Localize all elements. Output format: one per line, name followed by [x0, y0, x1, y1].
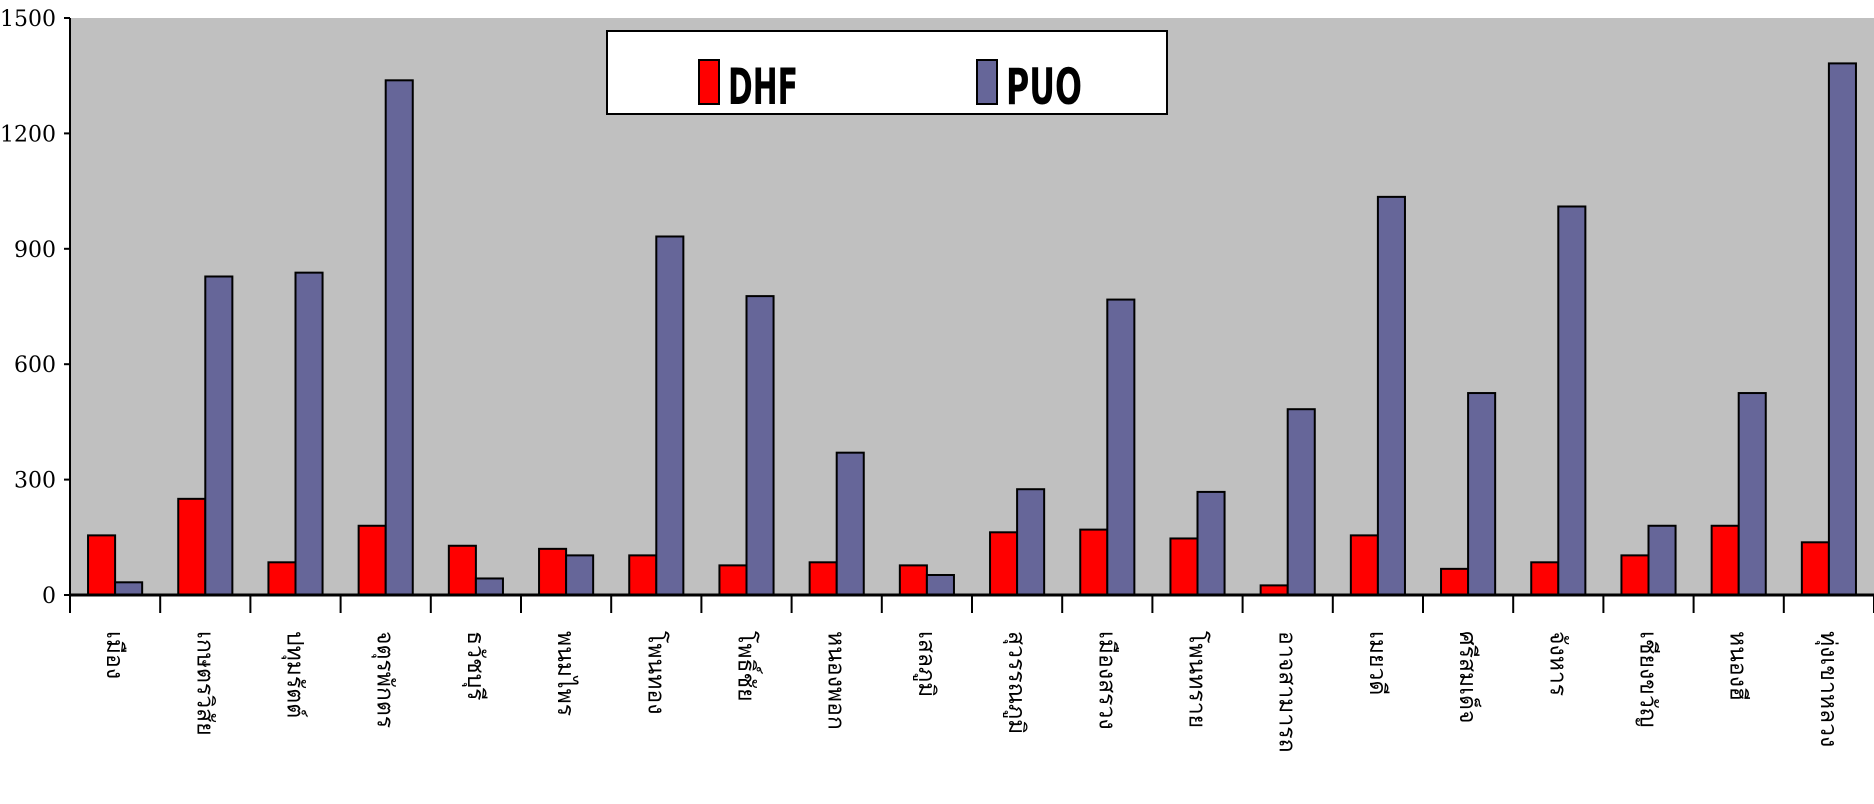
category-label: เกษตรวิสัย — [191, 631, 217, 736]
bar-puo — [745, 295, 775, 596]
bar-puo — [294, 271, 324, 596]
category-label: ธวัชบุรี — [462, 631, 488, 701]
bar-dhf — [1349, 534, 1379, 596]
bar-puo — [114, 581, 144, 597]
bar-dhf — [447, 544, 477, 597]
bar-dhf — [1169, 537, 1199, 596]
category-label: ศรีสมเด็จ — [1454, 631, 1483, 723]
category-label: เชียงขวัญ — [1635, 631, 1661, 727]
y-tick-label: 600 — [14, 353, 56, 378]
category-label: อาจสามารถ — [1274, 631, 1300, 753]
category-label: โพธิ์ชัย — [733, 631, 764, 702]
bar-puo — [204, 275, 234, 596]
category-label: เมืองสรวง — [1093, 631, 1119, 730]
bar-dhf — [267, 561, 297, 597]
category-label: หนองพอก — [823, 631, 849, 730]
category-label: โพนทอง — [642, 631, 669, 714]
legend-label-dhf: DHF — [728, 58, 798, 116]
bar-dhf — [989, 531, 1019, 596]
bar-dhf — [628, 554, 658, 596]
bar-puo — [384, 79, 414, 597]
y-tick-label: 1500 — [0, 7, 56, 32]
category-label: จตุรพักตร — [372, 631, 398, 728]
legend-swatch-puo — [976, 59, 998, 105]
bar-dhf — [1620, 554, 1650, 596]
legend-box — [606, 30, 1168, 115]
legend: DHF PUO — [606, 30, 1168, 116]
y-tick-label: 900 — [14, 238, 56, 263]
bar-puo — [1467, 392, 1497, 596]
bar-puo — [1196, 490, 1226, 596]
bar-puo — [925, 573, 955, 596]
bar-puo — [1647, 524, 1677, 597]
bar-puo — [1737, 392, 1767, 596]
category-label: เสลภูมิ — [913, 631, 939, 697]
bar-puo — [1016, 488, 1046, 597]
bar-dhf — [1710, 524, 1740, 597]
bar-dhf — [357, 524, 387, 597]
bar-dhf — [87, 534, 117, 596]
category-label: หนองฮี — [1725, 631, 1751, 701]
bar-puo — [1827, 62, 1857, 596]
legend-label-puo: PUO — [1006, 58, 1082, 116]
bar-puo — [1106, 298, 1136, 596]
bar-puo — [565, 554, 595, 596]
bar-puo — [474, 577, 504, 597]
y-tick-label: 1200 — [0, 122, 56, 147]
bar-dhf — [808, 561, 838, 597]
bar-dhf — [538, 547, 568, 597]
bar-puo — [1376, 195, 1406, 596]
bar-dhf — [718, 564, 748, 597]
bar-puo — [1557, 205, 1587, 596]
bar-dhf — [1530, 561, 1560, 597]
category-label: สุวรรณภูมิ — [1003, 631, 1029, 734]
category-label: จังหาร — [1544, 631, 1570, 696]
category-label: เมยวดี — [1364, 631, 1390, 695]
y-axis-ticks: 0 300 600 900 1200 1500 — [0, 7, 70, 609]
category-label: เมือง — [101, 631, 127, 679]
category-label: พนมไพร — [552, 631, 579, 716]
bar-dhf — [898, 564, 928, 597]
bars — [87, 62, 1857, 597]
bar-puo — [655, 235, 685, 596]
category-label: โพนทราย — [1184, 631, 1211, 728]
category-label: ทุ่งเขาหลวง — [1815, 631, 1841, 747]
bar-puo — [1286, 408, 1316, 596]
bar-dhf — [177, 497, 207, 597]
y-tick-label: 0 — [42, 584, 56, 609]
bar-dhf — [1079, 528, 1109, 597]
y-tick-label: 300 — [14, 469, 56, 494]
bar-dhf — [1800, 541, 1830, 596]
bar-puo — [835, 451, 865, 596]
x-axis-ticks — [69, 595, 1874, 613]
category-label: ปทุมรัตต์ — [282, 631, 309, 718]
bar-dhf — [1440, 567, 1470, 596]
legend-swatch-dhf — [698, 59, 720, 105]
x-axis-category-labels: เมือง เกษตรวิสัย ปทุมรัตต์ จตุรพักตร ธวัชบุร… — [101, 631, 1841, 753]
